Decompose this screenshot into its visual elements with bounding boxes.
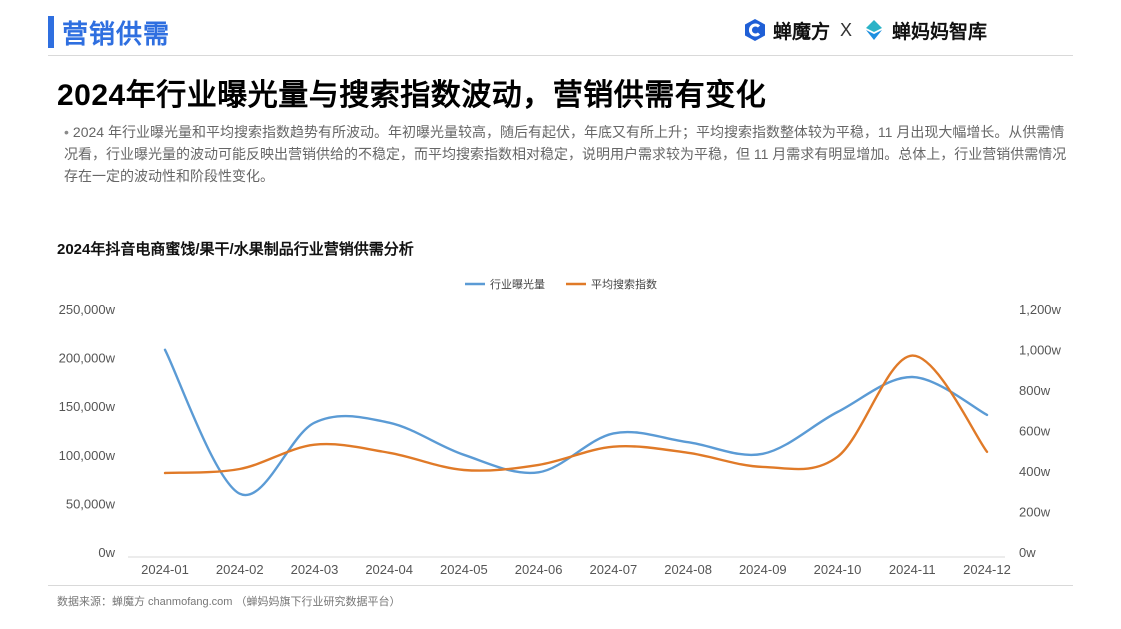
x-tick-label: 2024-11 [889,562,936,577]
data-point-series-1 [463,454,465,456]
data-point-series-2 [837,456,839,458]
header-divider [48,55,1073,56]
x-tick-label: 2024-02 [216,562,264,577]
brand-secondary: 蝉妈妈智库 [891,21,987,43]
data-point-series-1 [164,349,166,351]
y-left-tick-label: 100,000w [59,448,116,463]
data-point-series-1 [314,422,316,424]
y-right-tick-label: 0w [1019,545,1036,560]
y-right-tick-label: 200w [1019,505,1051,520]
data-point-series-1 [911,376,913,378]
data-point-series-2 [239,468,241,470]
data-point-series-2 [164,472,166,474]
footer-divider [48,585,1073,586]
data-source: 数据来源：蝉魔方 chanmofang.com （蝉妈妈旗下行业研究数据平台） [57,596,401,608]
data-point-series-2 [911,355,913,357]
y-right-tick-label: 1,000w [1019,343,1062,358]
brand-logos: 蝉魔方 X 蝉妈妈智库 [743,16,987,44]
legend-label-1: 行业曝光量 [490,277,545,291]
y-right-tick-label: 400w [1019,464,1051,479]
chanmofang-logo-icon [744,19,765,41]
data-point-series-1 [687,441,689,443]
data-point-series-2 [463,469,465,471]
x-tick-label: 2024-05 [440,562,488,577]
legend-label-2: 平均搜索指数 [591,277,657,291]
data-point-series-1 [762,453,764,455]
page-title: 2024年行业曝光量与搜索指数波动，营销供需有变化 [57,79,767,112]
y-right-tick-label: 600w [1019,424,1051,439]
chanmama-logo-icon [865,20,882,40]
data-point-series-2 [762,466,764,468]
data-point-series-1 [538,471,540,473]
summary-bullet: • [64,124,69,140]
data-point-series-1 [388,422,390,424]
section-label: 营销供需 [62,19,171,49]
data-point-series-2 [314,444,316,446]
y-right-tick-label: 1,200w [1019,302,1062,317]
x-tick-label: 2024-04 [365,562,413,577]
x-tick-label: 2024-08 [664,562,712,577]
page-header: 营销供需 蝉魔方 X 蝉妈妈智库 [0,0,1121,58]
x-tick-label: 2024-12 [963,562,1011,577]
data-point-series-2 [538,464,540,466]
data-point-series-2 [613,446,615,448]
brand-separator: X [839,19,852,40]
section-accent-bar [48,16,54,48]
series-line-1 [163,348,989,497]
x-tick-label: 2024-07 [590,562,638,577]
y-left-tick-label: 0w [98,545,115,560]
x-tick-label: 2024-06 [515,562,563,577]
data-point-series-1 [986,414,988,416]
y-left-tick-label: 250,000w [59,302,116,317]
data-point-series-1 [837,411,839,413]
x-tick-label: 2024-01 [141,562,189,577]
y-left-tick-label: 200,000w [59,351,116,366]
summary-text: 2024 年行业曝光量和平均搜索指数趋势有所波动。年初曝光量较高，随后有起伏，年… [64,124,1067,184]
data-point-series-2 [687,452,689,454]
data-point-series-2 [986,451,988,453]
y-right-tick-label: 800w [1019,383,1051,398]
data-point-series-1 [239,493,241,495]
brand-primary: 蝉魔方 [772,21,830,43]
x-tick-label: 2024-09 [739,562,787,577]
chart-title: 2024年抖音电商蜜饯/果干/水果制品行业营销供需分析 [57,241,414,258]
data-point-series-1 [613,433,615,435]
y-left-tick-label: 50,000w [66,496,116,511]
x-tick-label: 2024-03 [291,562,339,577]
x-tick-label: 2024-10 [814,562,862,577]
series-line-2 [163,354,989,475]
summary-paragraph: • 2024 年行业曝光量和平均搜索指数趋势有所波动。年初曝光量较高，随后有起伏，… [64,121,1074,187]
data-point-series-2 [388,452,390,454]
y-left-tick-label: 150,000w [59,399,116,414]
